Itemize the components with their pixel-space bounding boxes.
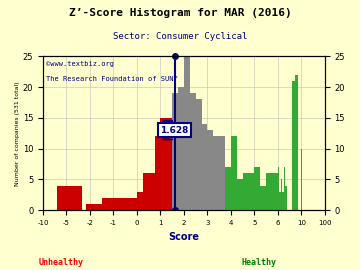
Bar — [231, 136, 237, 210]
Bar — [284, 167, 285, 210]
Bar — [272, 173, 278, 210]
Bar — [237, 180, 243, 210]
Y-axis label: Number of companies (531 total): Number of companies (531 total) — [15, 81, 20, 185]
Bar — [202, 124, 207, 210]
Bar — [172, 93, 178, 210]
Bar — [184, 56, 190, 210]
Bar — [278, 167, 279, 210]
Bar — [282, 192, 284, 210]
Text: 1.628: 1.628 — [161, 126, 189, 135]
Bar — [190, 93, 195, 210]
Bar — [248, 173, 254, 210]
Bar — [137, 192, 143, 210]
Bar — [225, 167, 231, 210]
Bar — [102, 198, 125, 210]
Bar — [296, 75, 298, 210]
Bar — [279, 192, 281, 210]
Bar — [213, 136, 219, 210]
Bar — [178, 87, 184, 210]
Bar — [166, 118, 172, 210]
Bar — [254, 167, 260, 210]
Bar — [243, 173, 248, 210]
Text: Sector: Consumer Cyclical: Sector: Consumer Cyclical — [113, 32, 247, 41]
Text: Healthy: Healthy — [242, 258, 277, 266]
Bar — [195, 99, 202, 210]
Text: Unhealthy: Unhealthy — [39, 258, 84, 266]
Bar — [57, 185, 67, 210]
Bar — [281, 180, 282, 210]
Bar — [143, 173, 149, 210]
Bar — [219, 136, 225, 210]
Bar — [154, 136, 161, 210]
Bar — [125, 198, 137, 210]
Bar — [86, 204, 102, 210]
Bar — [260, 185, 266, 210]
X-axis label: Score: Score — [168, 231, 199, 241]
Bar — [207, 130, 213, 210]
Bar — [161, 118, 166, 210]
Bar — [67, 185, 82, 210]
Text: ©www.textbiz.org: ©www.textbiz.org — [46, 61, 114, 67]
Text: Z’-Score Histogram for MAR (2016): Z’-Score Histogram for MAR (2016) — [69, 8, 291, 18]
Bar — [266, 173, 272, 210]
Bar — [285, 185, 287, 210]
Bar — [292, 81, 296, 210]
Bar — [149, 173, 154, 210]
Text: The Research Foundation of SUNY: The Research Foundation of SUNY — [46, 76, 177, 82]
